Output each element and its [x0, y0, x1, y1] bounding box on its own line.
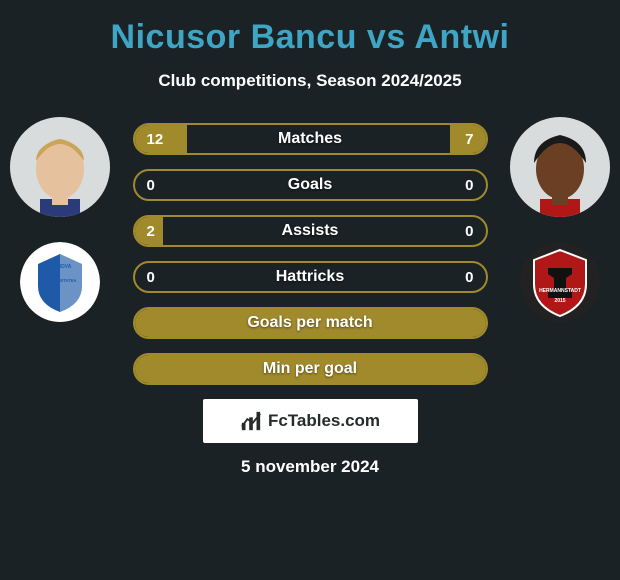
player-left-club-badge: UNIVERSITATEA CRAIOVA — [20, 242, 100, 322]
svg-text:HERMANNSTADT: HERMANNSTADT — [539, 288, 581, 294]
stat-label: Goals — [135, 171, 486, 199]
svg-text:CRAIOVA: CRAIOVA — [49, 264, 72, 270]
page-title: Nicusor Bancu vs Antwi — [0, 18, 620, 57]
svg-text:2015: 2015 — [554, 298, 565, 304]
stat-label: Min per goal — [135, 355, 486, 383]
stat-bar: Goals per match — [133, 307, 488, 339]
player-left-avatar — [10, 117, 110, 217]
svg-text:UNIVERSITATEA: UNIVERSITATEA — [43, 278, 76, 283]
stat-bar: 127Matches — [133, 123, 488, 155]
player-right-avatar — [510, 117, 610, 217]
brand-badge[interactable]: FcTables.com — [203, 399, 418, 443]
stat-bar: Min per goal — [133, 353, 488, 385]
subtitle: Club competitions, Season 2024/2025 — [0, 71, 620, 91]
chart-icon — [240, 410, 262, 432]
player-left-column: UNIVERSITATEA CRAIOVA — [10, 117, 110, 322]
stat-bar: 20Assists — [133, 215, 488, 247]
stat-bars: 127Matches 00Goals 20Assists 00Hattricks Goa… — [133, 123, 488, 385]
comparison-card: Nicusor Bancu vs Antwi Club competitions… — [0, 0, 620, 487]
player-right-column: HERMANNSTADT 2015 — [510, 117, 610, 322]
date-label: 5 november 2024 — [0, 457, 620, 477]
player-right-club-badge: HERMANNSTADT 2015 — [520, 242, 600, 322]
stat-label: Assists — [135, 217, 486, 245]
stats-area: UNIVERSITATEA CRAIOVA — [0, 123, 620, 385]
stat-label: Goals per match — [135, 309, 486, 337]
stat-bar: 00Goals — [133, 169, 488, 201]
stat-label: Matches — [135, 125, 486, 153]
stat-label: Hattricks — [135, 263, 486, 291]
brand-text: FcTables.com — [268, 411, 380, 431]
stat-bar: 00Hattricks — [133, 261, 488, 293]
